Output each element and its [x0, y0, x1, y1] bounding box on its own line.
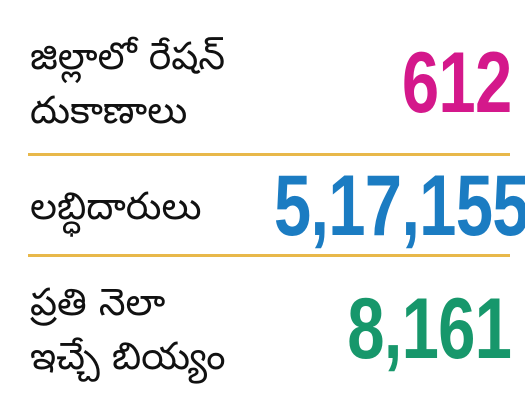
row: ప్రతి నెలా ఇచ్చే బియ్యం 8,161 — [0, 268, 525, 390]
label: జిల్లాలో రేషన్ దుకాణాలు — [30, 29, 225, 137]
value: 8,161 — [347, 281, 512, 377]
label-line: జిల్లాలో రేషన్ — [30, 33, 226, 78]
value: 5,17,155 — [273, 158, 525, 254]
divider — [28, 153, 510, 156]
label-line: లబ్ధిదారులు — [30, 184, 202, 228]
row: జిల్లాలో రేషన్ దుకాణాలు 612 — [0, 20, 525, 145]
label-line: దుకాణాలు — [30, 87, 188, 132]
row: లబ్ధిదారులు 5,17,155 — [0, 162, 525, 250]
label: ప్రతి నెలా ఇచ్చే బియ్యం — [30, 275, 225, 383]
divider — [28, 254, 510, 257]
label-line: ప్రతి నెలా — [30, 280, 166, 324]
label: లబ్ధిదారులు — [30, 179, 202, 233]
label-line: ఇచ్చే బియ్యం — [30, 334, 226, 378]
value: 612 — [401, 34, 511, 131]
